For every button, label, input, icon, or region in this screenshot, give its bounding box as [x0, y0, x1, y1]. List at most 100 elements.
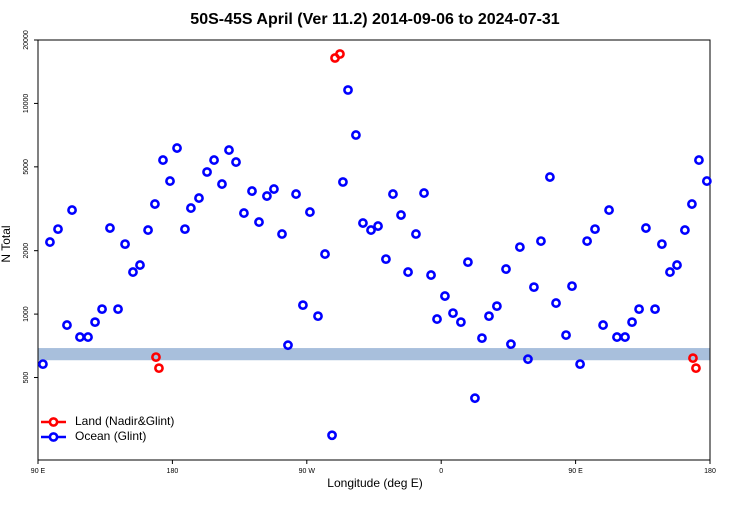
point — [419, 188, 429, 198]
point — [254, 217, 264, 227]
point — [411, 229, 421, 239]
point — [432, 314, 442, 324]
point — [440, 291, 450, 301]
point — [403, 267, 413, 277]
point — [158, 155, 168, 165]
point — [343, 85, 353, 95]
point — [113, 304, 123, 315]
band — [38, 348, 710, 361]
point — [501, 264, 511, 274]
y-tick-label: 20000 — [23, 30, 30, 50]
point — [277, 229, 287, 239]
point — [53, 224, 63, 235]
point — [338, 177, 348, 187]
point — [180, 224, 190, 235]
y-tick-label: 500 — [23, 372, 30, 384]
point — [269, 184, 279, 194]
point — [477, 333, 487, 344]
point — [604, 205, 614, 215]
point — [224, 145, 234, 155]
point — [701, 176, 712, 186]
point — [38, 359, 48, 370]
legend-label: Ocean (Glint) — [75, 429, 146, 443]
x-axis-label: Longitude (deg E) — [327, 476, 422, 490]
point — [627, 317, 637, 328]
point — [151, 352, 161, 363]
y-tick-label: 5000 — [23, 159, 30, 175]
point — [456, 317, 466, 328]
point — [529, 282, 539, 293]
legend-label: Land (Nadir&Glint) — [75, 414, 174, 428]
point — [217, 179, 227, 189]
point — [62, 320, 72, 330]
point — [247, 186, 257, 196]
point — [172, 143, 182, 153]
point — [582, 236, 592, 246]
point — [120, 239, 130, 250]
point — [373, 221, 383, 231]
point — [327, 430, 337, 441]
point — [680, 225, 690, 235]
point — [567, 281, 577, 292]
x-tick-label: 180 — [167, 468, 179, 475]
point — [186, 203, 196, 213]
point — [448, 308, 458, 319]
point — [536, 236, 546, 246]
point — [83, 332, 93, 342]
y-tick-label: 1000 — [23, 306, 30, 322]
point — [688, 353, 698, 364]
point — [239, 208, 249, 218]
point — [463, 257, 473, 268]
point — [561, 330, 571, 340]
point — [694, 155, 704, 165]
point — [97, 304, 107, 315]
point — [665, 267, 675, 277]
point — [366, 225, 376, 235]
point — [90, 317, 100, 328]
point — [634, 304, 644, 315]
point — [672, 260, 682, 270]
point — [388, 189, 398, 199]
point — [691, 363, 701, 374]
point — [194, 193, 204, 203]
y-axis-label: N Total — [0, 225, 13, 262]
plot-frame — [37, 39, 711, 461]
point — [492, 301, 502, 312]
legend-marker — [48, 417, 59, 427]
point — [231, 157, 241, 167]
point — [209, 155, 219, 165]
point — [105, 223, 115, 233]
point — [154, 363, 164, 374]
y-tick-label: 2000 — [23, 243, 30, 259]
point — [470, 393, 480, 404]
point — [657, 239, 667, 250]
point — [351, 130, 361, 140]
point — [598, 320, 608, 330]
point — [128, 267, 138, 277]
point — [575, 359, 585, 370]
point — [135, 260, 145, 270]
point — [150, 199, 160, 209]
point — [590, 224, 600, 235]
point — [67, 205, 77, 215]
point — [551, 298, 561, 308]
point — [545, 172, 555, 182]
point — [262, 191, 272, 201]
point — [305, 207, 315, 217]
point — [358, 218, 368, 228]
point — [283, 340, 293, 351]
point — [75, 332, 85, 342]
point — [381, 254, 391, 265]
legend-marker — [48, 432, 59, 442]
chart-title: 50S-45S April (Ver 11.2) 2014-09-06 to 2… — [190, 11, 560, 28]
point — [612, 332, 622, 342]
point — [650, 304, 660, 315]
x-tick-label: 90 E — [31, 468, 46, 475]
point — [320, 249, 330, 259]
x-tick-label: 180 — [704, 468, 716, 475]
y-tick-label: 10000 — [23, 94, 30, 114]
point — [620, 332, 630, 342]
point — [335, 49, 345, 59]
